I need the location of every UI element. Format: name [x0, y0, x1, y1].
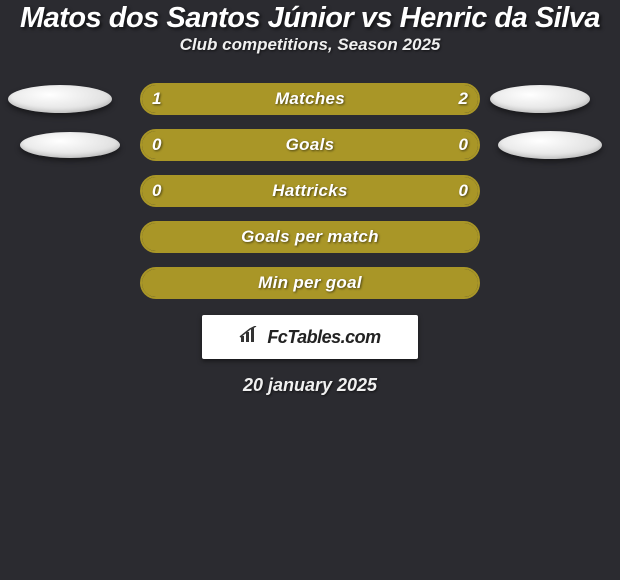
subtitle: Club competitions, Season 2025 — [0, 35, 620, 55]
stat-label: Hattricks — [142, 181, 478, 201]
ellipse-decoration — [8, 85, 112, 113]
site-logo: FcTables.com — [202, 315, 418, 359]
stat-bar-track: Min per goal — [140, 267, 480, 299]
ellipse-decoration — [498, 131, 602, 159]
stat-rows: Matches12Goals00Hattricks00Goals per mat… — [0, 83, 620, 299]
stat-bar-track: Hattricks0 0 — [140, 175, 480, 207]
stat-label: Goals — [142, 135, 478, 155]
stat-row: Goals0 0 — [0, 129, 620, 161]
stat-value-left: 0 — [152, 181, 161, 201]
stat-bar-track: Goals0 0 — [140, 129, 480, 161]
logo-text: FcTables.com — [267, 327, 380, 348]
stat-label: Goals per match — [142, 227, 478, 247]
stat-bar-track: Goals per match — [140, 221, 480, 253]
stat-value-left: 0 — [152, 135, 161, 155]
stat-value-right: 0 — [459, 181, 468, 201]
stat-row: Min per goal — [0, 267, 620, 299]
stat-row: Matches1 2 — [0, 83, 620, 115]
ellipse-decoration — [490, 85, 590, 113]
stat-value-right: 0 — [459, 135, 468, 155]
stat-label: Min per goal — [142, 273, 478, 293]
stat-row: Goals per match — [0, 221, 620, 253]
page-title: Matos dos Santos Júnior vs Henric da Sil… — [0, 2, 620, 35]
stat-label: Matches — [142, 89, 478, 109]
stat-row: Hattricks0 0 — [0, 175, 620, 207]
ellipse-decoration — [20, 132, 120, 158]
comparison-card: Matos dos Santos Júnior vs Henric da Sil… — [0, 0, 620, 396]
stat-value-left: 1 — [152, 89, 161, 109]
chart-bar-icon — [239, 326, 261, 349]
stat-bar-track: Matches1 2 — [140, 83, 480, 115]
stat-value-right: 2 — [459, 89, 468, 109]
date-text: 20 january 2025 — [0, 375, 620, 396]
